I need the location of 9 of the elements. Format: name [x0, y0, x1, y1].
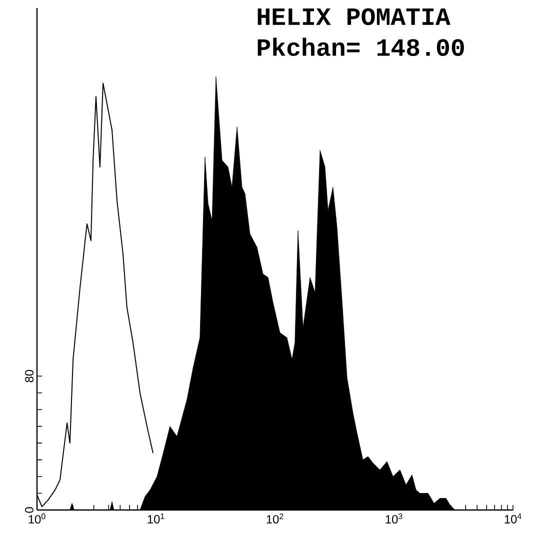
- x-tick-label: 10$^{3}$: [386, 514, 402, 524]
- x-tick-label: 10$^{4}$: [504, 514, 522, 524]
- chart-title: HELIX POMATIA: [258, 8, 450, 26]
- x-tick-label: 10$^{2}$: [266, 514, 284, 524]
- text: Pkchan= 148.00: [258, 38, 464, 56]
- y-tick-label: 0: [25, 507, 34, 513]
- x-tick-label: 10$^{1}$: [148, 514, 164, 524]
- x-tick-label: 10$^{0}$: [28, 514, 46, 524]
- y-tick-label: 80: [25, 370, 34, 382]
